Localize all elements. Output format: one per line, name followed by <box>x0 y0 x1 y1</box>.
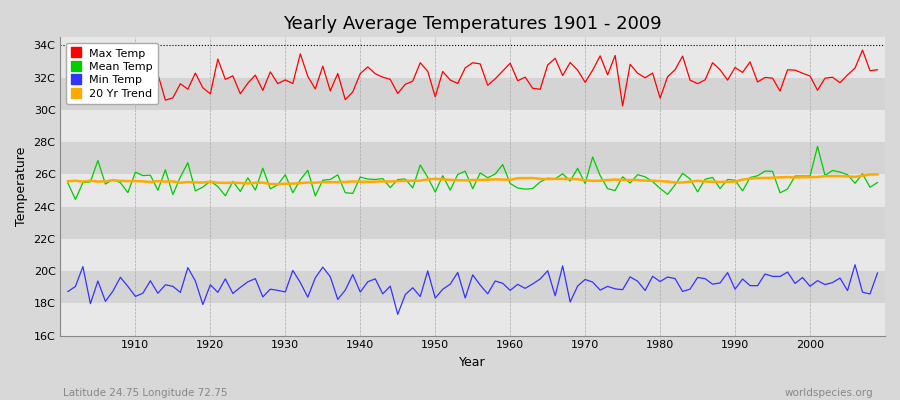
Mean Temp <box>130 170 140 174</box>
Text: worldspecies.org: worldspecies.org <box>785 388 873 398</box>
Max Temp <box>617 104 628 108</box>
Min Temp <box>62 289 73 294</box>
Line: 20 Yr Trend: 20 Yr Trend <box>68 174 878 184</box>
Max Temp <box>505 61 516 66</box>
Mean Temp <box>70 197 81 202</box>
Bar <box>60 110 885 142</box>
Legend: Max Temp, Mean Temp, Min Temp, 20 Yr Trend: Max Temp, Mean Temp, Min Temp, 20 Yr Tre… <box>66 43 158 104</box>
Max Temp <box>595 54 606 58</box>
Mean Temp <box>62 181 73 186</box>
Min Temp <box>392 312 403 317</box>
Bar <box>60 239 885 271</box>
Min Temp <box>850 262 860 267</box>
Max Temp <box>872 67 883 72</box>
Max Temp <box>62 69 73 74</box>
Mean Temp <box>505 181 516 186</box>
Line: Mean Temp: Mean Temp <box>68 146 878 200</box>
Mean Temp <box>602 186 613 191</box>
20 Yr Trend <box>505 178 516 182</box>
20 Yr Trend <box>273 182 284 186</box>
Line: Min Temp: Min Temp <box>68 265 878 314</box>
Mean Temp <box>872 180 883 185</box>
Bar <box>60 303 885 336</box>
Bar <box>60 45 885 78</box>
Min Temp <box>287 268 298 273</box>
Mean Temp <box>512 186 523 190</box>
Line: Max Temp: Max Temp <box>68 50 878 106</box>
Min Temp <box>505 288 516 293</box>
Bar <box>60 142 885 174</box>
Max Temp <box>332 71 343 76</box>
Max Temp <box>287 81 298 86</box>
Min Temp <box>512 282 523 287</box>
Bar <box>60 78 885 110</box>
20 Yr Trend <box>62 179 73 184</box>
Bar <box>60 207 885 239</box>
Title: Yearly Average Temperatures 1901 - 2009: Yearly Average Temperatures 1901 - 2009 <box>284 15 662 33</box>
20 Yr Trend <box>340 180 351 184</box>
Bar <box>60 271 885 303</box>
20 Yr Trend <box>872 172 883 177</box>
Min Temp <box>602 284 613 289</box>
20 Yr Trend <box>602 178 613 182</box>
Max Temp <box>122 80 133 85</box>
Min Temp <box>872 270 883 275</box>
X-axis label: Year: Year <box>459 356 486 369</box>
Mean Temp <box>295 178 306 182</box>
Max Temp <box>857 48 868 52</box>
20 Yr Trend <box>295 181 306 186</box>
Text: Latitude 24.75 Longitude 72.75: Latitude 24.75 Longitude 72.75 <box>63 388 228 398</box>
Max Temp <box>498 69 508 74</box>
Bar <box>60 37 885 45</box>
Bar <box>60 174 885 207</box>
Min Temp <box>332 297 343 302</box>
Mean Temp <box>812 144 823 149</box>
Y-axis label: Temperature: Temperature <box>15 147 28 226</box>
Min Temp <box>122 284 133 289</box>
Mean Temp <box>340 190 351 195</box>
20 Yr Trend <box>122 179 133 184</box>
20 Yr Trend <box>512 176 523 180</box>
